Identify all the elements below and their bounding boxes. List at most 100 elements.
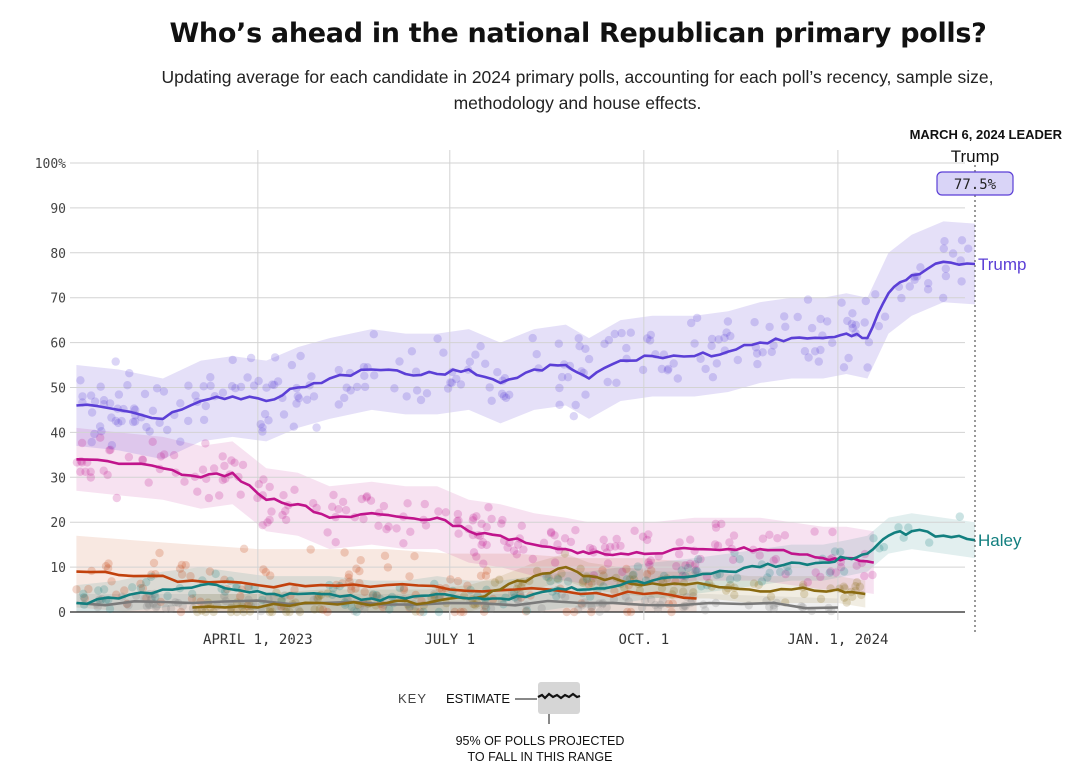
poll-dot-haley [776, 567, 785, 577]
poll-dot-trump [575, 342, 584, 351]
poll-dot-trump [781, 322, 790, 331]
poll-dot-haley [347, 602, 356, 612]
poll-dot-trump [270, 380, 279, 390]
poll-dot-haley [434, 607, 444, 617]
poll-dot-desantis [603, 559, 613, 568]
poll-dot-pence [453, 577, 463, 586]
poll-dot-trump [948, 249, 958, 258]
estimate-line-pence [76, 570, 697, 600]
poll-dot-haley [151, 592, 160, 602]
poll-dot-pence [459, 607, 468, 617]
band-desantis [76, 427, 874, 594]
poll-dot-desantis [334, 505, 343, 514]
poll-dot-ramaswamy [851, 582, 860, 591]
poll-dot-ramaswamy [310, 605, 319, 614]
poll-dot-trump [346, 386, 355, 395]
poll-dot-trump [707, 334, 717, 344]
poll-dot-trump [95, 422, 105, 431]
poll-dot-trump [184, 416, 193, 426]
poll-dot-desantis [477, 519, 486, 528]
poll-dot-trump [940, 237, 949, 246]
poll-dot-trump [581, 344, 590, 353]
key-range-caption: 95% OF POLLS PROJECTED TO FALL IN THIS R… [455, 734, 625, 764]
poll-dot-desantis [138, 455, 148, 465]
poll-dot-trump [753, 359, 762, 369]
poll-dot-desantis [691, 565, 701, 575]
poll-dot-ramaswamy [553, 574, 562, 583]
poll-dot-desantis [160, 450, 169, 459]
poll-dot-desantis [124, 452, 134, 462]
poll-dot-pence [80, 594, 90, 603]
poll-dot-trump [923, 285, 933, 294]
poll-dot-trump [839, 363, 849, 372]
poll-dot-trump [446, 378, 455, 387]
poll-dot-ramaswamy [245, 607, 255, 616]
poll-dot-desantis [215, 491, 224, 500]
poll-dot-pence [236, 592, 245, 601]
poll-dot-ramaswamy [313, 594, 323, 603]
poll-dot-trump [501, 393, 511, 402]
poll-dot-trump [342, 383, 351, 392]
poll-dot-ramaswamy [576, 564, 585, 573]
poll-dot-pence [410, 552, 419, 561]
poll-dot-ramaswamy [689, 588, 698, 597]
poll-dot-ramaswamy [209, 607, 218, 617]
poll-dot-haley [369, 590, 378, 599]
poll-dot-pence [587, 607, 596, 617]
poll-dot-others [220, 591, 229, 601]
estimate-line-others [76, 599, 838, 610]
poll-dot-desantis [566, 537, 576, 547]
poll-dot-ramaswamy [766, 592, 776, 601]
poll-dot-desantis [236, 490, 245, 499]
poll-dot-trump [555, 400, 564, 409]
poll-dot-desantis [553, 540, 562, 549]
poll-dot-desantis [86, 473, 96, 482]
poll-dot-desantis [611, 542, 620, 551]
poll-dot-trump [258, 427, 267, 436]
poll-dot-trump [407, 347, 417, 356]
poll-dot-ramaswamy [855, 582, 865, 591]
poll-dot-trump [254, 376, 263, 386]
poll-dot-others [658, 596, 667, 605]
y-tick-label: 100% [35, 157, 66, 172]
poll-dot-trump [279, 410, 289, 419]
poll-dot-ramaswamy [411, 607, 420, 616]
poll-dot-pence [383, 563, 393, 572]
poll-dot-trump [129, 404, 139, 413]
poll-dot-desantis [547, 528, 556, 538]
poll-dot-pence [642, 570, 652, 579]
poll-dot-desantis [644, 530, 653, 539]
poll-dot-pence [352, 564, 361, 573]
poll-dot-desantis [472, 512, 481, 521]
poll-dot-trump [563, 373, 573, 382]
grid-lines [70, 150, 965, 620]
poll-dot-pence [351, 584, 360, 593]
poll-dot-ramaswamy [816, 594, 826, 604]
poll-dot-ramaswamy [842, 598, 851, 607]
poll-dot-desantis [674, 549, 684, 559]
poll-dot-desantis [201, 439, 210, 448]
poll-dot-trump [249, 381, 259, 390]
poll-dot-trump [206, 381, 215, 390]
poll-dot-desantis [691, 560, 700, 569]
poll-dot-trump [726, 331, 735, 341]
poll-dot-desantis [497, 519, 506, 528]
poll-dot-trump [485, 383, 494, 392]
poll-dot-trump [722, 328, 731, 337]
poll-dot-desantis [546, 527, 556, 537]
poll-dot-trump [307, 372, 316, 381]
y-tick-label: 30 [50, 471, 66, 486]
poll-dot-desantis [711, 523, 721, 532]
poll-dot-desantis [728, 555, 738, 564]
poll-dot-pence [112, 590, 121, 599]
poll-dot-haley [188, 589, 197, 598]
poll-dot-desantis [281, 515, 291, 525]
poll-dot-others [166, 604, 176, 613]
poll-dot-others [360, 604, 369, 614]
poll-dot-pence [405, 572, 414, 581]
poll-dot-trump [499, 392, 509, 401]
poll-dot-desantis [600, 543, 610, 552]
poll-dot-ramaswamy [749, 579, 759, 588]
poll-dot-trump [723, 317, 733, 326]
